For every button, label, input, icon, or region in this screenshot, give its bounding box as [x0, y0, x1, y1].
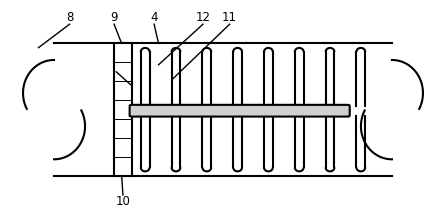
FancyBboxPatch shape [130, 105, 350, 117]
Text: 10: 10 [116, 195, 130, 208]
Text: 4: 4 [150, 11, 158, 24]
Text: 9: 9 [110, 11, 118, 24]
Text: 8: 8 [66, 11, 73, 24]
Text: 11: 11 [222, 11, 237, 24]
Bar [114, 43, 132, 176]
Text: 12: 12 [195, 11, 211, 24]
